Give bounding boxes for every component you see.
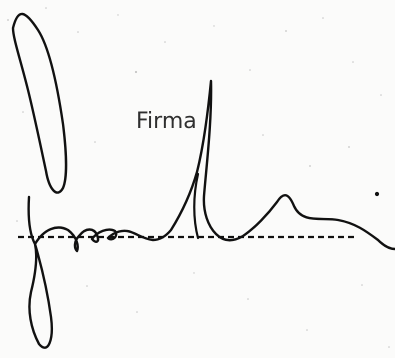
signature-label: Firma bbox=[136, 109, 197, 134]
signature-stroke-main bbox=[27, 79, 395, 349]
signature-stroke-left-loop bbox=[11, 12, 68, 194]
signature-stroke-peak-return bbox=[193, 172, 200, 240]
